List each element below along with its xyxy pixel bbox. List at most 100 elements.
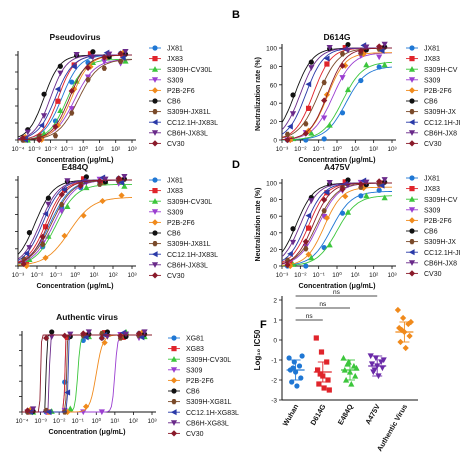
data-point: [376, 43, 383, 50]
curve-p2b-2f6: [281, 186, 392, 266]
data-point: [376, 187, 382, 193]
curve-cb6h-jx83l: [17, 54, 132, 140]
data-point: [321, 97, 328, 104]
data-point: [101, 54, 108, 61]
legend-marker: [408, 270, 416, 277]
data-point: [117, 50, 124, 57]
legend-marker: [408, 66, 416, 72]
scatter-point: [344, 360, 351, 367]
legend-label: JX81: [167, 46, 183, 53]
y-tick-label: 60: [270, 82, 278, 89]
legend-marker: [409, 239, 415, 245]
data-point: [101, 339, 108, 346]
x-tick-label: 10¹: [110, 418, 119, 425]
scatter-point: [321, 385, 327, 391]
legend-marker: [409, 45, 415, 51]
scatter-point: [368, 361, 376, 368]
x-tick-label: 10⁻⁴: [15, 418, 28, 425]
scatter-point: [367, 353, 374, 360]
data-point: [308, 254, 315, 261]
data-point: [24, 407, 31, 414]
legend-label: S309H-CV30L: [186, 357, 231, 364]
curve-cv30: [17, 54, 132, 141]
x-tick-label: 10³: [387, 146, 396, 153]
data-point: [376, 178, 383, 185]
legend-label: CB6H-JX8: [424, 260, 457, 267]
data-point: [376, 64, 382, 70]
legend-label: JX83: [167, 188, 183, 195]
data-point: [305, 251, 312, 258]
data-point: [358, 184, 364, 190]
data-point: [48, 334, 55, 340]
legend-marker: [151, 140, 159, 147]
y-tick-label: 0: [273, 138, 277, 145]
data-point: [363, 192, 370, 199]
scatter-point: [380, 357, 387, 364]
data-point: [357, 47, 364, 55]
legend-label: JX81: [424, 176, 440, 183]
legend-marker: [171, 346, 177, 352]
data-point: [135, 330, 143, 337]
data-point: [321, 79, 327, 86]
legend-marker: [408, 217, 416, 224]
data-point: [82, 403, 90, 410]
data-point: [85, 77, 91, 83]
legend-label: CB6H-JX83L: [167, 130, 208, 137]
legend-marker: [409, 228, 415, 234]
data-point: [77, 182, 84, 190]
significance-label: ns: [319, 301, 327, 308]
legend-label: CB6: [186, 389, 200, 396]
x-tick-label: 10³: [127, 146, 136, 153]
x-tick-label: 10⁰: [78, 146, 88, 153]
x-axis-label: Concentration (μg/mL): [36, 281, 114, 290]
data-point: [68, 87, 75, 95]
chart-panel-e484q: E484Q 10⁻³ 10⁻² 10⁻¹ 10⁰ 10¹ 10² 10³ Concentrati…: [12, 162, 218, 290]
data-point: [321, 244, 327, 251]
data-point: [342, 193, 349, 200]
legend-label: CB6: [167, 99, 181, 106]
scatter-point: [348, 380, 355, 387]
data-point: [308, 198, 315, 204]
data-point: [101, 65, 107, 71]
legend-marker: [171, 335, 177, 341]
x-tick-label: 10⁻³: [34, 418, 46, 425]
data-point: [64, 178, 71, 184]
data-point: [119, 54, 126, 61]
data-point: [64, 203, 71, 209]
data-point: [26, 245, 33, 251]
legend-marker: [409, 186, 415, 192]
data-point: [302, 130, 309, 137]
legend-marker: [152, 230, 158, 236]
legend-label: S309: [186, 367, 202, 374]
y-tick-label: 80: [270, 197, 278, 204]
curve-cb6h-jx83l: [281, 47, 392, 131]
data-point: [308, 129, 315, 136]
data-point: [38, 122, 45, 129]
category-label: Wuhan: [281, 403, 301, 428]
legend-label: CV30: [167, 141, 185, 148]
data-point: [52, 123, 59, 130]
data-point: [305, 81, 312, 88]
legend-marker: [152, 241, 158, 247]
category-label: E484Q: [336, 402, 355, 426]
data-point: [345, 41, 351, 48]
scatter-point: [406, 332, 413, 340]
curve-s309h-cv30l: [282, 61, 393, 141]
data-point: [99, 197, 106, 205]
y-tick-label: 0: [273, 338, 277, 345]
data-point: [122, 331, 130, 338]
x-tick-label: 10⁻¹: [61, 146, 73, 153]
data-point: [287, 250, 293, 257]
legend-label: S309H-JX81L: [167, 241, 211, 248]
data-point: [64, 389, 71, 396]
data-point: [24, 129, 31, 136]
legend-label: S309H-XG81L: [186, 399, 232, 406]
legend-label: S309: [167, 77, 183, 84]
x-tick-label: 10¹: [351, 272, 360, 279]
data-point: [89, 54, 97, 61]
data-point: [344, 182, 352, 189]
data-point: [122, 57, 129, 64]
data-point: [378, 47, 385, 54]
curve-jx83: [281, 47, 392, 138]
data-point: [115, 175, 122, 182]
